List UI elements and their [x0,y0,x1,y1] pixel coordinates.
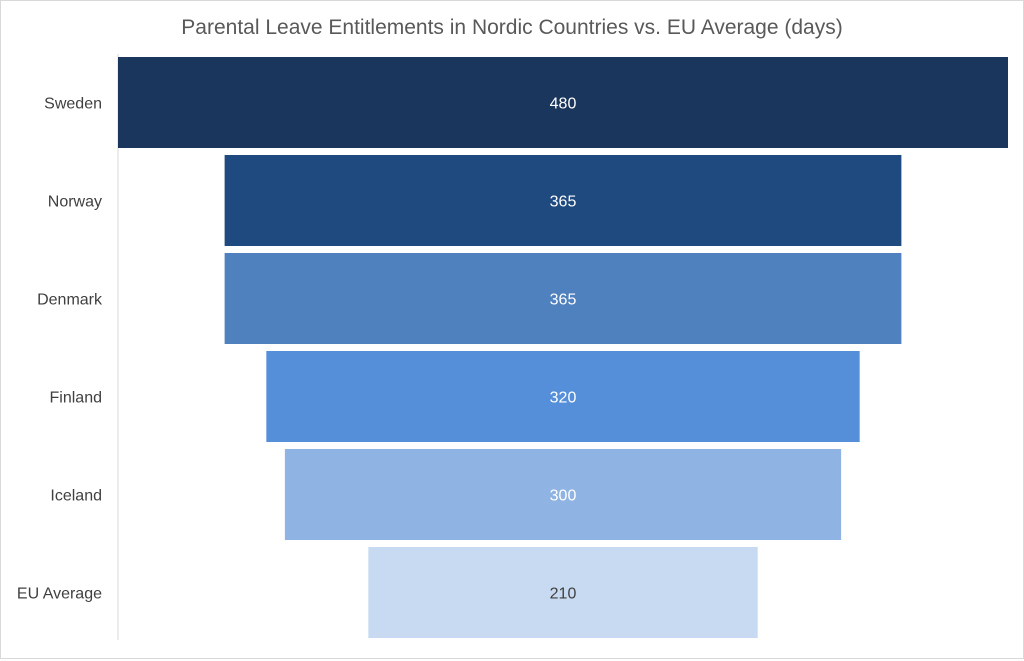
bar-norway [224,155,902,246]
bar-finland [266,351,860,442]
bar-eu-average [368,547,758,638]
value-label-norway: 365 [550,194,577,211]
value-label-finland: 320 [550,390,577,407]
category-label-norway: Norway [48,194,102,211]
value-label-sweden: 480 [550,96,577,113]
value-label-denmark: 365 [550,292,577,309]
category-label-eu-average: EU Average [17,586,102,603]
category-label-finland: Finland [50,390,102,407]
value-labels-group: 480 365 365 320 300 210 [550,96,577,603]
value-label-iceland: 300 [550,488,577,505]
bars-group [118,57,1008,638]
category-labels-group: Sweden Norway Denmark Finland Iceland EU Aver… [17,96,103,603]
category-label-denmark: Denmark [37,292,103,309]
bar-iceland [284,449,842,540]
bar-sweden [118,57,1008,148]
bar-denmark [224,253,902,344]
category-label-iceland: Iceland [50,488,102,505]
category-label-sweden: Sweden [44,96,102,113]
value-label-eu-average: 210 [550,586,577,603]
chart-title: Parental Leave Entitlements in Nordic Co… [181,16,843,39]
